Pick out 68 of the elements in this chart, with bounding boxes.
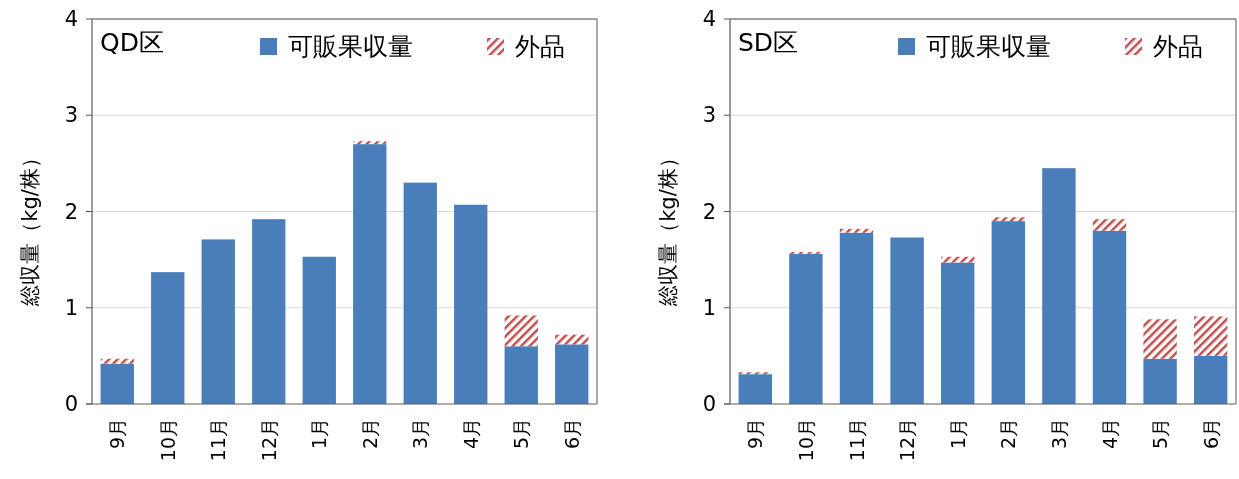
x-tick-label: 10月	[156, 418, 179, 462]
y-tick-label: 2	[64, 199, 78, 224]
y-tick-label: 4	[702, 7, 716, 31]
x-tick-label: 1月	[946, 418, 969, 450]
bar	[1092, 230, 1127, 404]
x-tick-label: 4月	[459, 418, 482, 450]
bar	[1143, 358, 1177, 404]
bar	[100, 363, 134, 404]
bar	[1143, 319, 1177, 359]
bar	[991, 221, 1025, 404]
x-tick-label: 1月	[308, 418, 331, 450]
legend-label: 可販果収量	[926, 31, 1051, 61]
y-tick-label: 3	[702, 103, 716, 128]
x-tick-label: 9月	[744, 418, 767, 450]
bar	[839, 232, 874, 404]
bar	[555, 334, 589, 345]
legend-label: 可販果収量	[288, 31, 413, 61]
y-tick-label: 0	[702, 392, 716, 416]
bar	[555, 344, 589, 404]
bar	[151, 272, 185, 404]
y-axis-title: 総収量（kg/株）	[18, 147, 42, 307]
x-tick-label: 9月	[106, 418, 129, 450]
bar	[1092, 219, 1127, 231]
bar	[941, 262, 975, 404]
bar	[201, 239, 235, 404]
legend-label: 外品	[1153, 31, 1203, 61]
y-tick-label: 1	[64, 295, 78, 320]
chart-title: QD区	[100, 28, 164, 57]
x-tick-label: 3月	[1047, 418, 1070, 450]
bar	[789, 253, 823, 404]
legend-label: 外品	[515, 31, 565, 61]
bar	[991, 217, 1025, 222]
x-tick-label: 12月	[257, 418, 280, 462]
bar	[100, 358, 134, 364]
bar	[252, 219, 286, 404]
x-tick-label: 5月	[1149, 418, 1172, 450]
bar	[941, 256, 975, 263]
x-tick-label: 12月	[896, 418, 919, 462]
x-tick-label: 2月	[997, 418, 1020, 450]
bar	[302, 256, 336, 404]
bar	[839, 228, 874, 233]
y-tick-label: 2	[702, 199, 716, 224]
bar	[738, 374, 772, 404]
x-tick-label: 10月	[794, 418, 817, 462]
bar	[1042, 168, 1076, 404]
x-tick-label: 11月	[845, 418, 868, 462]
bar	[353, 144, 387, 404]
y-tick-label: 4	[64, 7, 78, 31]
x-tick-label: 4月	[1098, 418, 1121, 450]
y-axis-title: 総収量（kg/株）	[656, 147, 680, 307]
x-tick-label: 3月	[409, 418, 432, 450]
bar	[403, 182, 437, 404]
y-tick-label: 3	[64, 103, 78, 128]
y-tick-label: 0	[64, 392, 78, 416]
chart-title: SD区	[738, 28, 799, 57]
bar	[1194, 355, 1228, 404]
x-tick-label: 6月	[560, 418, 583, 450]
x-tick-label: 6月	[1199, 418, 1222, 450]
bar	[504, 315, 538, 347]
x-tick-label: 11月	[207, 418, 230, 462]
bar	[504, 346, 538, 404]
bar	[454, 204, 488, 404]
x-tick-label: 2月	[358, 418, 381, 450]
x-tick-label: 5月	[510, 418, 533, 450]
bar	[353, 141, 387, 145]
bar	[1194, 316, 1228, 356]
y-tick-label: 1	[702, 295, 716, 320]
bar	[890, 237, 924, 404]
